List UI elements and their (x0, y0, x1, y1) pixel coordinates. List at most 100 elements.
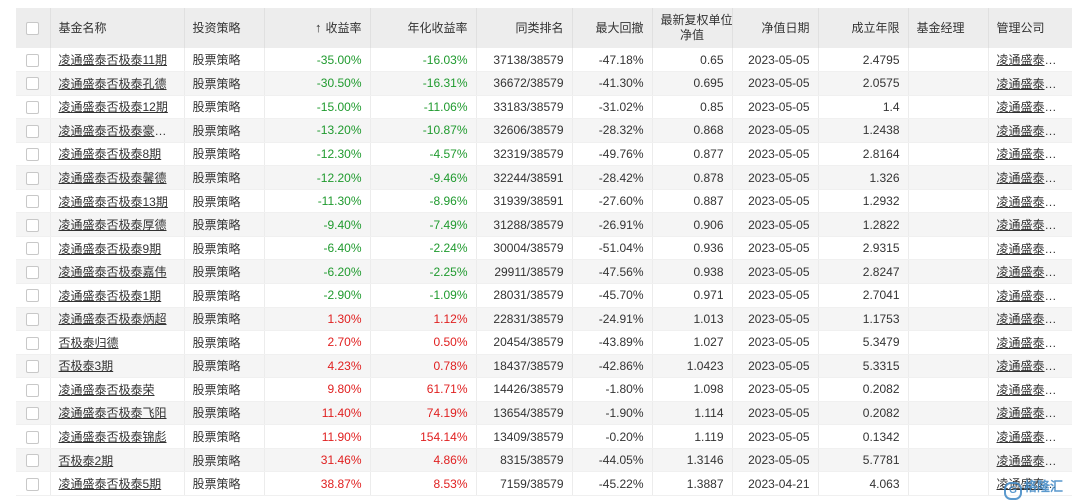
select-all-checkbox[interactable] (26, 21, 40, 35)
cell-company-text[interactable]: 凌通盛泰投资 (996, 430, 1069, 445)
row-select-cell[interactable] (16, 401, 51, 426)
cell-fund-name-text[interactable]: 凌通盛泰否极泰飞阳 (58, 406, 167, 421)
row-select-cell[interactable] (16, 189, 51, 214)
table-row[interactable]: 凌通盛泰否极泰厚德 股票策略 -9.40% -7.49% 31288/38579 -26.… (16, 212, 1072, 237)
row-checkbox[interactable] (26, 477, 40, 491)
cell-fund-name-text[interactable]: 凌通盛泰否极泰厚德 (58, 218, 167, 233)
row-checkbox[interactable] (26, 407, 40, 421)
row-checkbox[interactable] (26, 148, 40, 162)
cell-company[interactable]: 凌通盛泰投资 (988, 48, 1072, 73)
cell-company[interactable]: 凌通盛泰投资 (988, 189, 1072, 214)
cell-company-text[interactable]: 凌通盛泰投资 (996, 241, 1069, 256)
cell-fund-name[interactable]: 否极泰3期 (50, 354, 185, 379)
cell-company-text[interactable]: 凌通盛泰投资 (996, 453, 1069, 468)
table-row[interactable]: 凌通盛泰否极泰12期 股票策略 -15.00% -11.06% 33183/38579 -… (16, 95, 1072, 120)
table-row[interactable]: 凌通盛泰否极泰馨德 股票策略 -12.20% -9.46% 32244/38591 -28… (16, 165, 1072, 190)
row-checkbox[interactable] (26, 454, 40, 468)
header-nav-date[interactable]: 净值日期 (732, 8, 819, 48)
row-select-cell[interactable] (16, 424, 51, 449)
cell-fund-name-text[interactable]: 否极泰2期 (58, 453, 114, 468)
cell-company[interactable]: 凌通盛泰投资 (988, 142, 1072, 167)
cell-company-text[interactable]: 凌通盛泰投资 (996, 288, 1069, 303)
cell-company-text[interactable]: 凌通盛泰投资 (996, 100, 1069, 115)
cell-fund-name[interactable]: 凌通盛泰否极泰9期 (50, 236, 185, 261)
cell-fund-name-text[interactable]: 凌通盛泰否极泰13期 (58, 194, 168, 209)
table-row[interactable]: 凌通盛泰否极泰锦彪 股票策略 11.90% 154.14% 13409/38579 -0.… (16, 424, 1072, 449)
cell-company-text[interactable]: 凌通盛泰投资 (996, 123, 1069, 138)
row-checkbox[interactable] (26, 101, 40, 115)
cell-company[interactable]: 凌通盛泰投资 (988, 212, 1072, 237)
row-checkbox[interactable] (26, 195, 40, 209)
cell-company[interactable]: 凌通盛泰投资 (988, 259, 1072, 284)
cell-fund-name[interactable]: 凌通盛泰否极泰炳超 (50, 307, 185, 332)
select-all-header[interactable] (16, 8, 51, 48)
cell-company-text[interactable]: 凌通盛泰投资 (996, 265, 1069, 280)
cell-fund-name-text[interactable]: 凌通盛泰否极泰炳超 (58, 312, 167, 327)
table-row[interactable]: 凌通盛泰否极泰5期 股票策略 38.87% 8.53% 7159/38579 -45.22… (16, 471, 1072, 496)
cell-fund-name-text[interactable]: 凌通盛泰否极泰1期 (58, 288, 162, 303)
cell-fund-name[interactable]: 凌通盛泰否极泰12期 (50, 95, 185, 120)
cell-fund-name[interactable]: 凌通盛泰否极泰8期 (50, 142, 185, 167)
cell-company-text[interactable]: 凌通盛泰投资 (996, 147, 1069, 162)
table-row[interactable]: 否极泰3期 股票策略 4.23% 0.78% 18437/38579 -42.86% 1.0… (16, 354, 1072, 379)
row-select-cell[interactable] (16, 236, 51, 261)
cell-fund-name[interactable]: 凌通盛泰否极泰飞阳 (50, 401, 185, 426)
cell-company-text[interactable]: 凌通盛泰投资 (996, 53, 1069, 68)
cell-fund-name[interactable]: 凌通盛泰否极泰孔德 (50, 71, 185, 96)
cell-fund-name[interactable]: 凌通盛泰否极泰锦彪 (50, 424, 185, 449)
cell-company-text[interactable]: 凌通盛泰投资 (996, 382, 1069, 397)
row-checkbox[interactable] (26, 124, 40, 138)
cell-company-text[interactable]: 凌通盛泰投资 (996, 194, 1069, 209)
row-checkbox[interactable] (26, 312, 40, 326)
cell-company[interactable]: 凌通盛泰投资 (988, 377, 1072, 402)
cell-fund-name-text[interactable]: 凌通盛泰否极泰5期 (58, 477, 162, 492)
header-company[interactable]: 管理公司 (996, 20, 1045, 35)
cell-fund-name-text[interactable]: 否极泰归德 (58, 335, 119, 350)
cell-fund-name[interactable]: 凌通盛泰否极泰馨德 (50, 165, 185, 190)
table-row[interactable]: 凌通盛泰否极泰1期 股票策略 -2.90% -1.09% 28031/38579 -45.… (16, 283, 1072, 308)
row-select-cell[interactable] (16, 71, 51, 96)
table-row[interactable]: 凌通盛泰否极泰孔德 股票策略 -30.50% -16.31% 36672/38579 -4… (16, 71, 1072, 96)
cell-fund-name-text[interactable]: 凌通盛泰否极泰荣 (58, 382, 155, 397)
cell-company-text[interactable]: 凌通盛泰投资 (996, 312, 1069, 327)
header-years[interactable]: 成立年限 (818, 8, 909, 48)
row-select-cell[interactable] (16, 283, 51, 308)
table-row[interactable]: 凌通盛泰否极泰8期 股票策略 -12.30% -4.57% 32319/38579 -49… (16, 142, 1072, 167)
cell-company[interactable]: 凌通盛泰投资 (988, 71, 1072, 96)
cell-company-text[interactable]: 凌通盛泰投资 (996, 335, 1069, 350)
cell-company-text[interactable]: 凌通盛泰投资 (996, 218, 1069, 233)
row-select-cell[interactable] (16, 48, 51, 73)
row-select-cell[interactable] (16, 471, 51, 496)
cell-company[interactable]: 凌通盛泰投资 (988, 236, 1072, 261)
cell-company-text[interactable]: 凌通盛泰投资 (996, 406, 1069, 421)
cell-fund-name[interactable]: 凌通盛泰否极泰豪杰... (50, 118, 185, 143)
cell-fund-name[interactable]: 否极泰归德 (50, 330, 185, 355)
table-row[interactable]: 否极泰2期 股票策略 31.46% 4.86% 8315/38579 -44.05% 1.3… (16, 448, 1072, 473)
row-checkbox[interactable] (26, 218, 40, 232)
cell-fund-name-text[interactable]: 凌通盛泰否极泰9期 (58, 241, 162, 256)
cell-company[interactable]: 凌通盛泰投资 (988, 165, 1072, 190)
row-checkbox[interactable] (26, 171, 40, 185)
cell-company[interactable]: 凌通盛泰投资 (988, 330, 1072, 355)
cell-fund-name[interactable]: 凌通盛泰否极泰嘉伟 (50, 259, 185, 284)
cell-company[interactable]: 凌通盛泰投资 (988, 354, 1072, 379)
table-row[interactable]: 凌通盛泰否极泰飞阳 股票策略 11.40% 74.19% 13654/38579 -1.9… (16, 401, 1072, 426)
cell-company[interactable]: 凌通盛泰投资 (988, 471, 1072, 496)
cell-fund-name-text[interactable]: 凌通盛泰否极泰锦彪 (58, 430, 167, 445)
row-checkbox[interactable] (26, 383, 40, 397)
row-checkbox[interactable] (26, 360, 40, 374)
cell-fund-name[interactable]: 凌通盛泰否极泰厚德 (50, 212, 185, 237)
row-select-cell[interactable] (16, 307, 51, 332)
row-select-cell[interactable] (16, 118, 51, 143)
cell-fund-name[interactable]: 凌通盛泰否极泰1期 (50, 283, 185, 308)
cell-fund-name-text[interactable]: 凌通盛泰否极泰12期 (58, 100, 168, 115)
row-select-cell[interactable] (16, 259, 51, 284)
cell-company[interactable]: 凌通盛泰投资 (988, 448, 1072, 473)
header-max-drawdown[interactable]: 最大回撤 (572, 8, 653, 48)
row-select-cell[interactable] (16, 142, 51, 167)
cell-fund-name-text[interactable]: 凌通盛泰否极泰8期 (58, 147, 162, 162)
cell-fund-name-text[interactable]: 否极泰3期 (58, 359, 114, 374)
row-select-cell[interactable] (16, 354, 51, 379)
cell-fund-name[interactable]: 凌通盛泰否极泰5期 (50, 471, 185, 496)
cell-fund-name-text[interactable]: 凌通盛泰否极泰嘉伟 (58, 265, 167, 280)
